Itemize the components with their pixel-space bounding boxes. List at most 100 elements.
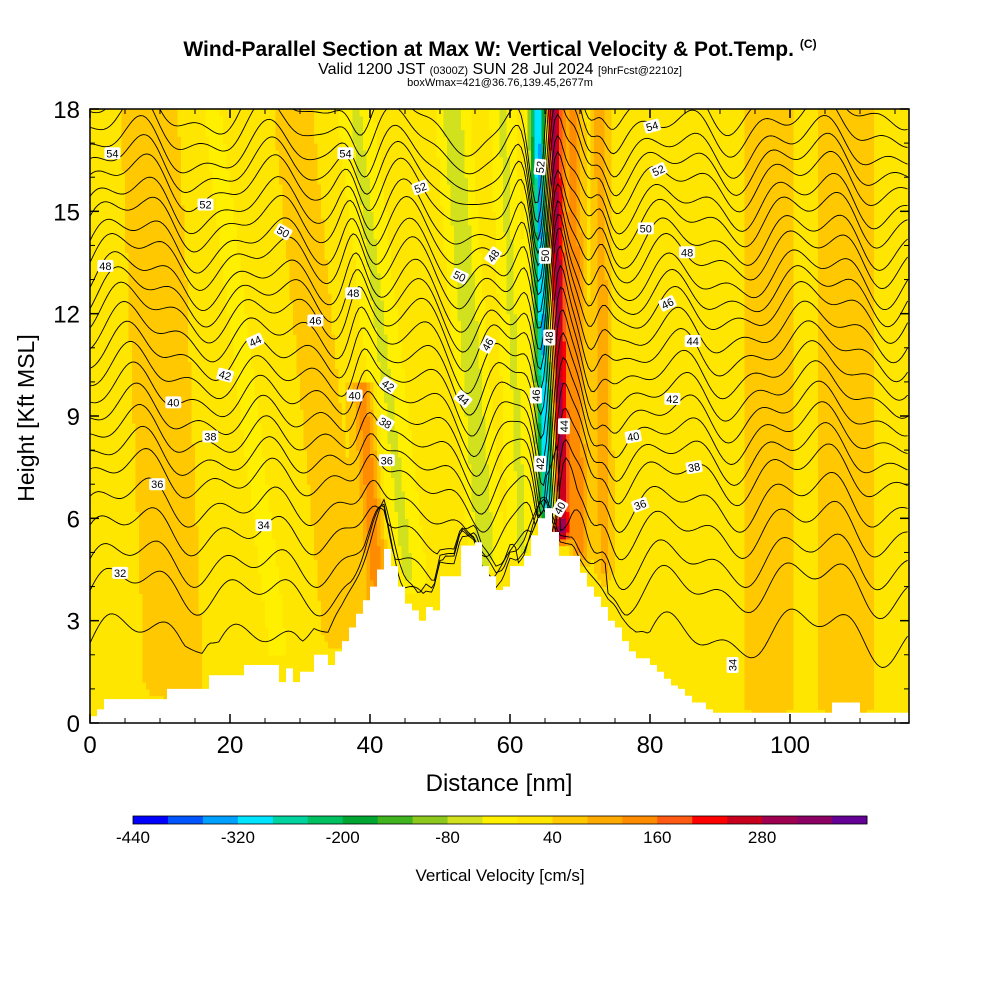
w-field-cell (226, 600, 231, 608)
w-field-cell (268, 416, 273, 424)
w-field-cell (114, 613, 119, 622)
w-field-cell (240, 443, 245, 451)
w-field-cell (125, 484, 130, 492)
w-field-cell (254, 559, 259, 567)
w-field-cell (90, 320, 95, 328)
w-field-cell (90, 661, 95, 670)
w-field-cell (125, 538, 130, 547)
w-field-cell (261, 593, 266, 601)
w-field-cell (233, 450, 238, 458)
w-field-cell (135, 252, 140, 260)
w-field-cell (97, 538, 102, 547)
w-field-cell (247, 559, 252, 567)
w-field-cell (181, 620, 186, 629)
w-field-cell (195, 559, 200, 567)
w-field-cell (223, 149, 228, 158)
w-field-cell (111, 647, 116, 656)
w-field-cell (258, 600, 263, 608)
w-field-cell (275, 320, 280, 328)
w-field-cell (135, 429, 140, 438)
w-field-cell (219, 470, 224, 478)
w-field-cell (188, 402, 193, 410)
w-field-cell (258, 381, 263, 390)
w-field-cell (100, 190, 105, 199)
w-field-cell (212, 627, 217, 635)
w-field-cell (146, 361, 151, 369)
w-field-cell (153, 688, 158, 697)
w-field-cell (90, 600, 95, 608)
w-field-cell (184, 197, 189, 206)
w-field-cell (272, 531, 277, 540)
w-field-cell (184, 252, 189, 260)
w-field-cell (233, 443, 238, 451)
w-field-cell (118, 641, 123, 649)
w-field-cell (160, 579, 165, 588)
w-field-cell (247, 538, 252, 547)
w-field-cell (202, 518, 207, 526)
w-field-cell (216, 634, 221, 642)
w-field-cell (258, 456, 263, 465)
w-field-cell (240, 491, 245, 499)
w-field-cell (153, 204, 158, 212)
w-field-cell (160, 272, 165, 281)
w-field-cell (272, 443, 277, 451)
w-field-cell (107, 177, 112, 185)
w-field-cell (111, 531, 116, 540)
w-field-cell (181, 504, 186, 513)
w-field-cell (160, 647, 165, 656)
w-field-cell (219, 422, 224, 431)
w-field-cell (160, 450, 165, 458)
w-field-cell (177, 572, 182, 581)
w-field-cell (174, 340, 179, 349)
w-field-cell (135, 559, 140, 567)
w-field-cell (104, 634, 109, 642)
w-field-cell (121, 579, 126, 588)
w-field-cell (153, 491, 158, 499)
w-field-cell (132, 272, 137, 281)
w-field-cell (202, 641, 207, 649)
w-field-cell (223, 354, 228, 363)
w-field-cell (167, 436, 172, 444)
w-field-cell (265, 491, 270, 499)
w-field-cell (160, 388, 165, 397)
w-field-cell (170, 259, 175, 267)
w-field-cell (97, 136, 102, 144)
w-field-cell (195, 163, 200, 171)
w-field-cell (251, 620, 256, 629)
w-field-cell (93, 115, 98, 124)
w-field-cell (279, 327, 284, 335)
w-field-cell (139, 634, 144, 642)
w-field-cell (195, 197, 200, 206)
w-field-cell (170, 245, 175, 253)
w-field-cell (251, 531, 256, 540)
w-field-cell (114, 259, 119, 267)
w-field-cell (272, 463, 277, 472)
w-field-cell (198, 647, 203, 656)
w-field-cell (202, 647, 207, 656)
w-field-cell (195, 586, 200, 594)
w-field-cell (125, 231, 130, 240)
w-field-cell (209, 190, 214, 199)
w-field-cell (279, 259, 284, 267)
w-field-cell (100, 340, 105, 349)
w-field-cell (233, 211, 238, 219)
w-field-cell (156, 525, 161, 533)
w-field-cell (265, 613, 270, 622)
w-field-cell (272, 340, 277, 349)
w-field-cell (90, 572, 95, 581)
w-field-cell (237, 361, 242, 369)
w-field-cell (93, 306, 98, 315)
w-field-cell (121, 170, 126, 178)
w-field-cell (212, 122, 217, 131)
w-field-cell (121, 204, 126, 212)
w-field-cell (174, 661, 179, 670)
w-field-cell (111, 484, 116, 492)
w-field-cell (149, 436, 154, 444)
w-field-cell (258, 211, 263, 219)
w-field-cell (174, 484, 179, 492)
w-field-cell (153, 409, 158, 417)
w-field-cell (261, 538, 266, 547)
w-field-cell (163, 668, 168, 676)
w-field-cell (212, 552, 217, 560)
w-field-cell (170, 416, 175, 424)
